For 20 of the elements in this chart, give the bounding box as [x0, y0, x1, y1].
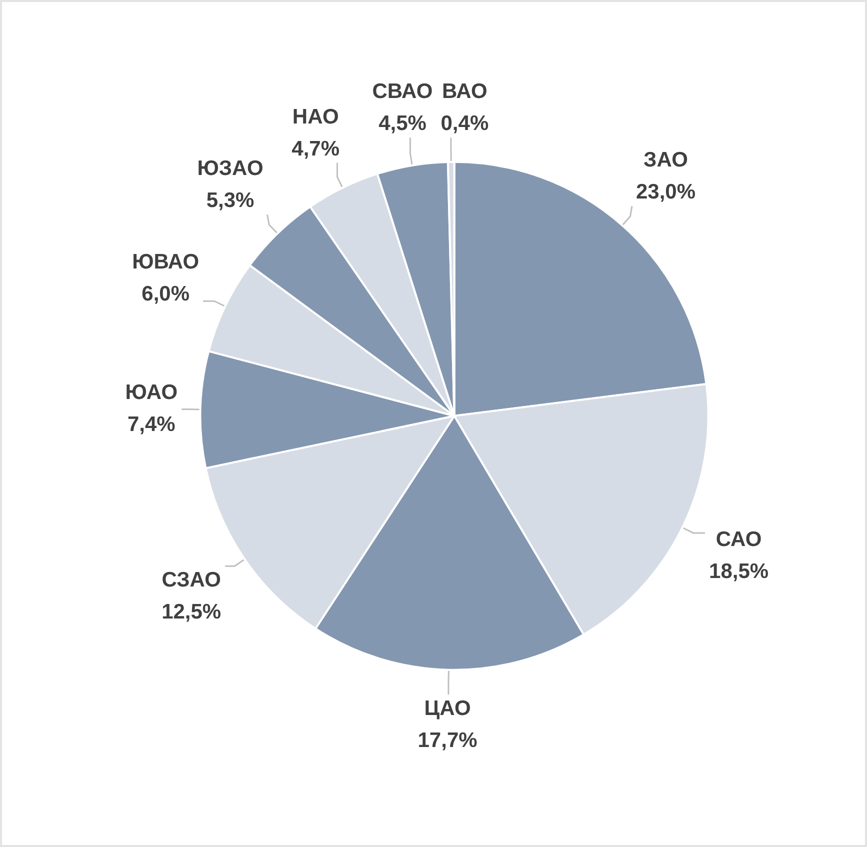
- data-label: 4,5%: [378, 112, 427, 136]
- slice-label: ВАО: [442, 80, 488, 104]
- slice-label: САО: [716, 528, 762, 551]
- data-label: 18,5%: [709, 560, 769, 583]
- slice-label: ЦАО: [424, 696, 471, 720]
- slice-label: НАО: [292, 105, 339, 128]
- slice-label: СВАО: [372, 80, 433, 104]
- data-label: 0,4%: [440, 112, 489, 136]
- data-label: 5,3%: [206, 189, 255, 212]
- data-label: 7,4%: [127, 412, 176, 436]
- data-label: 17,7%: [418, 728, 478, 752]
- slice-label: ЗАО: [644, 148, 688, 172]
- slice-label: ЮВАО: [132, 250, 200, 274]
- data-label: 23,0%: [636, 180, 696, 204]
- slice-label: СЗАО: [162, 568, 221, 592]
- data-label: 12,5%: [162, 600, 222, 624]
- slice-label: ЮАО: [125, 380, 178, 404]
- data-label: 4,7%: [292, 137, 340, 160]
- data-label: 6,0%: [142, 282, 190, 306]
- slice-label: ЮЗАО: [197, 157, 264, 180]
